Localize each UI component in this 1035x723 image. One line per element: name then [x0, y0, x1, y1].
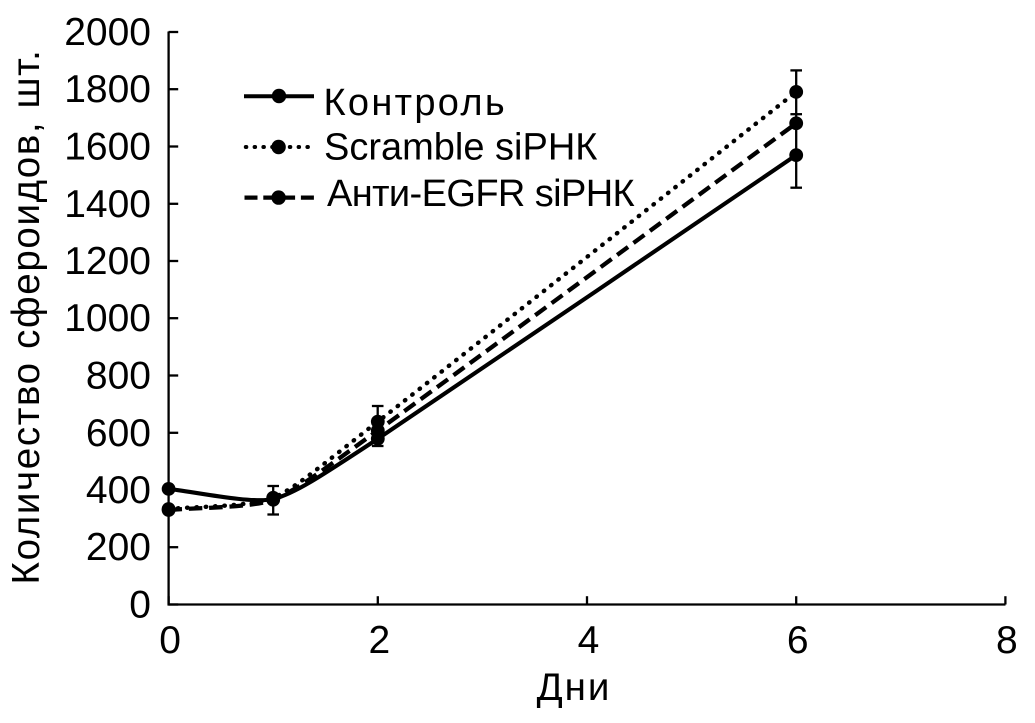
svg-text:4: 4 [578, 619, 600, 662]
svg-text:Контроль: Контроль [324, 82, 507, 124]
svg-text:6: 6 [787, 619, 809, 662]
svg-text:400: 400 [86, 469, 151, 512]
svg-text:8: 8 [996, 619, 1018, 662]
svg-text:2: 2 [368, 619, 390, 662]
svg-text:1000: 1000 [64, 297, 151, 340]
svg-text:1200: 1200 [64, 240, 151, 283]
svg-text:Scramble siРНК: Scramble siРНК [324, 127, 597, 169]
svg-text:Количество сфероидов, шт.: Количество сфероидов, шт. [5, 48, 48, 584]
svg-text:1600: 1600 [64, 126, 151, 169]
svg-text:800: 800 [86, 355, 151, 398]
svg-text:1800: 1800 [64, 68, 151, 111]
svg-text:600: 600 [86, 412, 151, 455]
svg-text:Анти-EGFR siРНК: Анти-EGFR siРНК [327, 173, 635, 215]
svg-text:1400: 1400 [64, 183, 151, 226]
svg-text:2000: 2000 [64, 11, 151, 54]
svg-text:Дни: Дни [537, 666, 612, 709]
svg-text:0: 0 [129, 584, 151, 627]
svg-text:0: 0 [159, 619, 181, 662]
svg-text:200: 200 [86, 526, 151, 569]
